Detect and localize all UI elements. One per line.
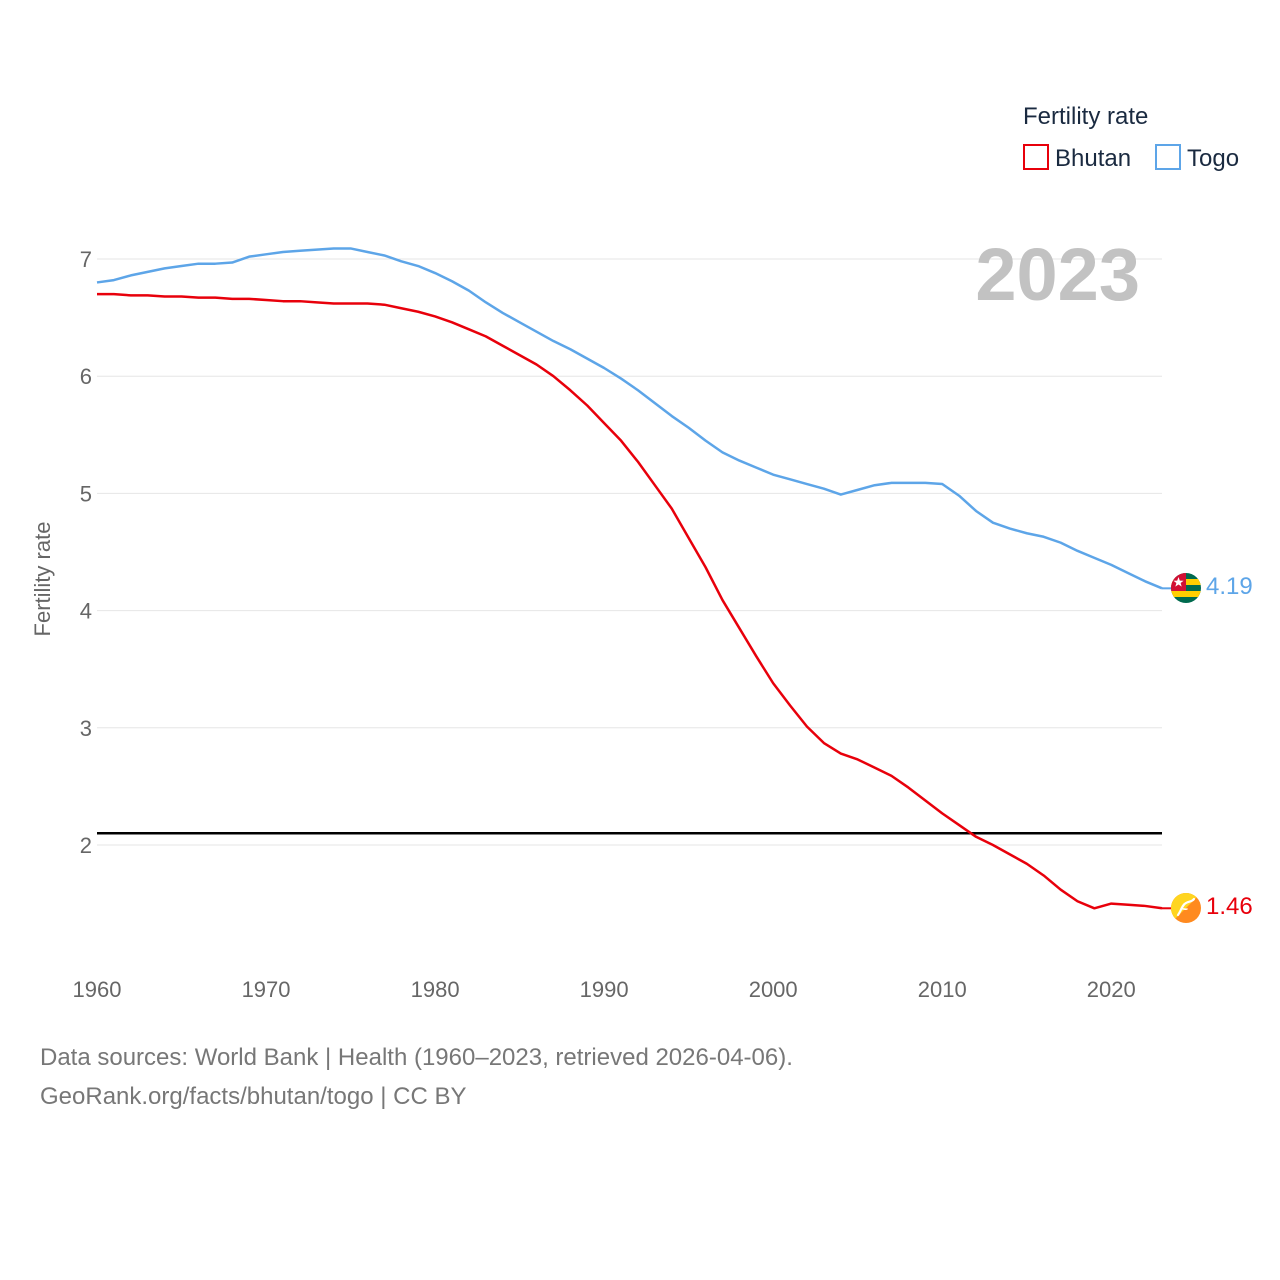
legend-title: Fertility rate xyxy=(1023,103,1148,130)
end-value-bhutan: 1.46 xyxy=(1206,893,1253,920)
series-lines xyxy=(96,247,1171,910)
x-tick-label: 1990 xyxy=(580,977,629,1002)
y-tick-label: 2 xyxy=(80,833,92,858)
legend-swatch-togo xyxy=(1155,144,1181,170)
legend-item-bhutan[interactable]: Bhutan xyxy=(1023,144,1131,172)
y-tick-label: 6 xyxy=(80,364,92,389)
y-tick-label: 3 xyxy=(80,716,92,741)
x-tick-label: 2020 xyxy=(1087,977,1136,1002)
y-tick-label: 5 xyxy=(80,481,92,506)
y-tick-label: 4 xyxy=(80,599,92,624)
y-axis-title: Fertility rate xyxy=(30,522,55,637)
x-tick-label: 2010 xyxy=(918,977,967,1002)
legend-item-togo[interactable]: Togo xyxy=(1155,144,1239,172)
footer-attribution[interactable]: GeoRank.org/facts/bhutan/togo | CC BY xyxy=(40,1083,467,1110)
legend-label-togo: Togo xyxy=(1187,145,1239,172)
y-tick-label: 7 xyxy=(80,247,92,272)
x-tick-label: 1970 xyxy=(242,977,291,1002)
legend: Fertility rate Bhutan Togo xyxy=(1023,103,1239,172)
footer-sources: Data sources: World Bank | Health (1960–… xyxy=(40,1044,793,1071)
grid-lines xyxy=(97,258,1162,846)
end-value-togo: 4.19 xyxy=(1206,573,1253,600)
series-line-togo[interactable] xyxy=(96,247,1163,590)
x-tick-label: 1960 xyxy=(73,977,122,1002)
y-axis-ticks: 2 3 4 5 6 7 xyxy=(80,247,92,858)
x-tick-label: 2000 xyxy=(749,977,798,1002)
bhutan-flag-icon xyxy=(1171,893,1201,923)
legend-swatch-bhutan xyxy=(1023,144,1049,170)
series-line-bhutan[interactable] xyxy=(97,292,1163,910)
legend-label-bhutan: Bhutan xyxy=(1055,145,1131,172)
x-axis-ticks: 1960 1970 1980 1990 2000 2010 2020 xyxy=(73,977,1136,1002)
x-tick-label: 1980 xyxy=(411,977,460,1002)
togo-flag-icon xyxy=(1171,573,1201,603)
year-watermark: 2023 xyxy=(975,233,1140,316)
